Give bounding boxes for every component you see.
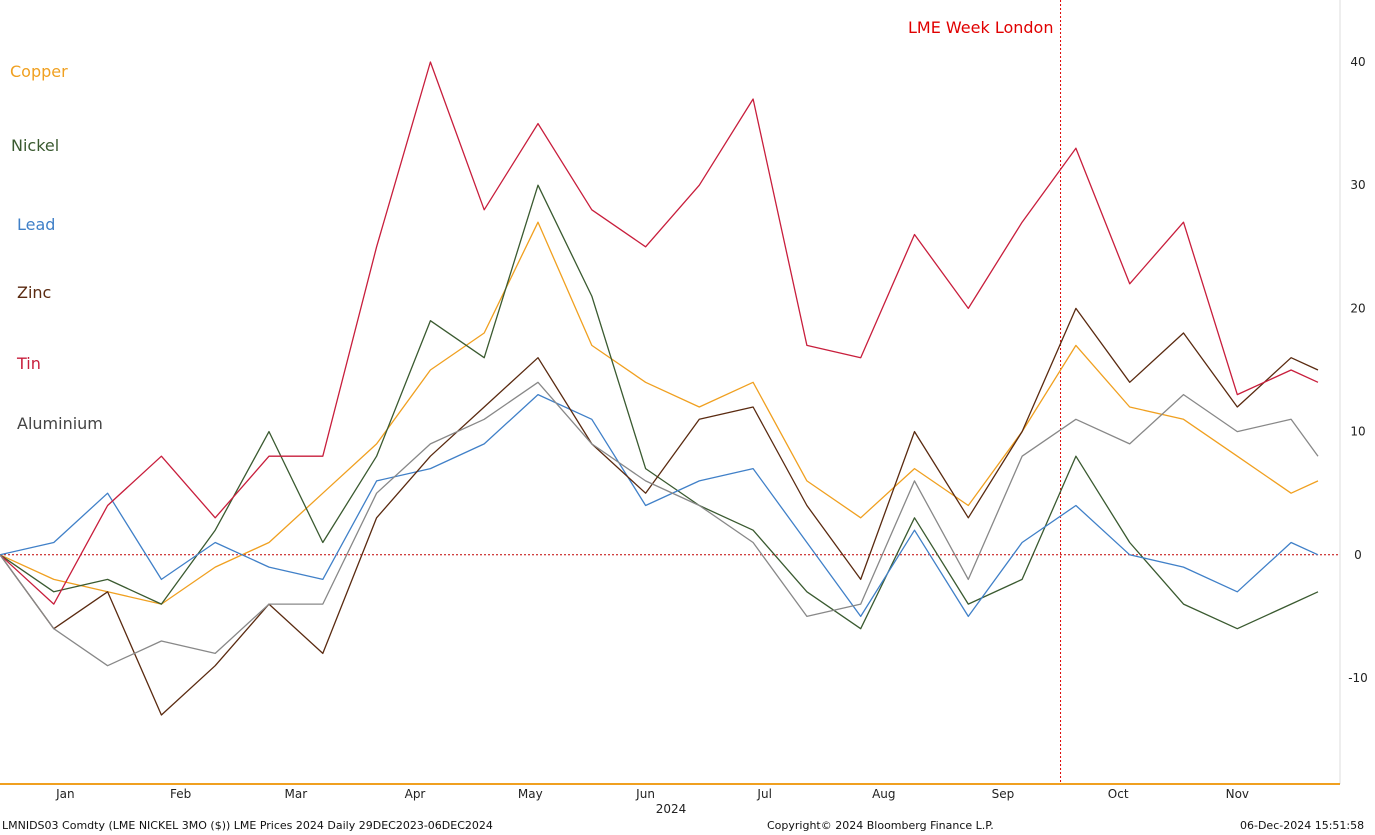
footer-timestamp: 06-Dec-2024 15:51:58: [1240, 819, 1365, 832]
legend-copper: Copper: [10, 62, 68, 81]
legend-lead: Lead: [17, 215, 56, 234]
x-axis-year-label: 2024: [656, 802, 687, 816]
series-line-tin: [0, 61, 1319, 605]
legend-aluminium: Aluminium: [17, 414, 103, 433]
x-tick-label-mar: Mar: [285, 787, 308, 801]
series-line-zinc: [0, 307, 1319, 716]
x-tick-label-feb: Feb: [170, 787, 191, 801]
x-tick-label-aug: Aug: [872, 787, 895, 801]
series-line-aluminium: [0, 381, 1319, 667]
x-tick-label-jan: Jan: [55, 787, 75, 801]
x-tick-label-jul: Jul: [756, 787, 771, 801]
y-tick-label: 10: [1350, 425, 1365, 439]
x-tick-label-jun: Jun: [635, 787, 655, 801]
x-tick-label-sep: Sep: [992, 787, 1015, 801]
footer-copyright: Copyright© 2024 Bloomberg Finance L.P.: [767, 819, 994, 832]
x-tick-label-apr: Apr: [405, 787, 426, 801]
series-line-nickel: [0, 184, 1319, 630]
legend-nickel: Nickel: [11, 136, 60, 155]
lme-week-annotation: LME Week London: [908, 18, 1054, 37]
y-tick-label: 20: [1350, 301, 1365, 315]
legend-zinc: Zinc: [17, 283, 52, 302]
y-tick-label: 0: [1354, 548, 1362, 562]
series-line-lead: [0, 393, 1319, 618]
legend-tin: Tin: [17, 354, 41, 373]
footer-security-info: LMNIDS03 Comdty (LME NICKEL 3MO ($)) LME…: [2, 819, 493, 832]
y-tick-label: 30: [1350, 178, 1365, 192]
x-tick-label-nov: Nov: [1226, 787, 1249, 801]
y-tick-label: -10: [1348, 671, 1368, 685]
y-tick-label: 40: [1350, 55, 1365, 69]
series-line-copper: [0, 221, 1319, 605]
x-tick-label-may: May: [518, 787, 543, 801]
x-tick-label-oct: Oct: [1108, 787, 1129, 801]
